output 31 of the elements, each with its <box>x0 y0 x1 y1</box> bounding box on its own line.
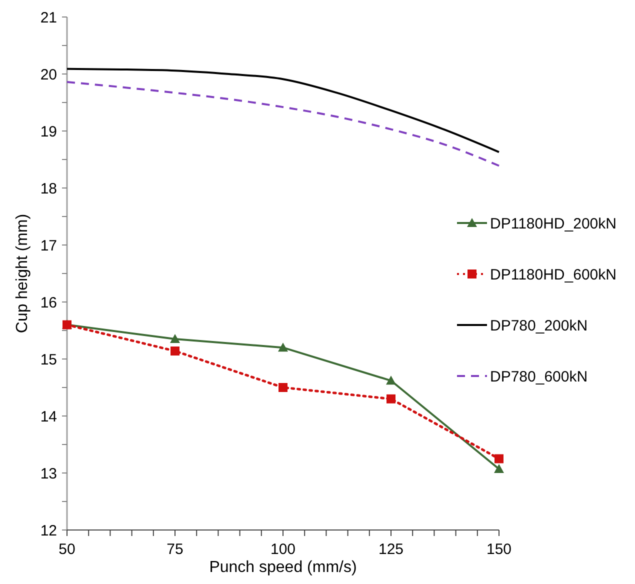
x-axis-title: Punch speed (mm/s) <box>209 559 357 576</box>
point <box>278 342 288 352</box>
x-tick-label: 50 <box>58 541 76 558</box>
point <box>170 346 180 356</box>
y-tick-label: 21 <box>40 9 57 26</box>
y-tick-label: 17 <box>40 237 57 254</box>
y-tick-label: 20 <box>40 66 57 84</box>
y-axis-title: Cup height (mm) <box>14 214 31 334</box>
y-tick-label: 12 <box>40 522 57 540</box>
x-tick-label: 150 <box>486 541 512 558</box>
legend-label: DP780_600kN <box>490 368 588 386</box>
point <box>494 464 504 474</box>
legend-label: DP1180HD_600kN <box>490 266 616 284</box>
point <box>494 454 504 464</box>
y-tick-label: 15 <box>40 351 57 368</box>
point <box>386 394 396 404</box>
point <box>386 376 396 385</box>
point <box>278 383 288 392</box>
y-tick-label: 19 <box>40 123 57 140</box>
point <box>170 334 180 344</box>
legend-label: DP780_200kN <box>490 317 588 334</box>
y-tick-label: 14 <box>40 408 57 426</box>
line-series <box>66 68 500 154</box>
y-tick-label: 18 <box>40 180 57 198</box>
y-tick-label: 13 <box>40 465 57 482</box>
x-tick-label: 125 <box>378 541 404 558</box>
line-series <box>66 80 500 167</box>
legend-label: DP1180HD_200kN <box>490 215 616 232</box>
y-tick-label: 16 <box>40 294 57 312</box>
x-tick-label: 75 <box>166 541 184 558</box>
x-tick-label: 100 <box>270 541 296 558</box>
